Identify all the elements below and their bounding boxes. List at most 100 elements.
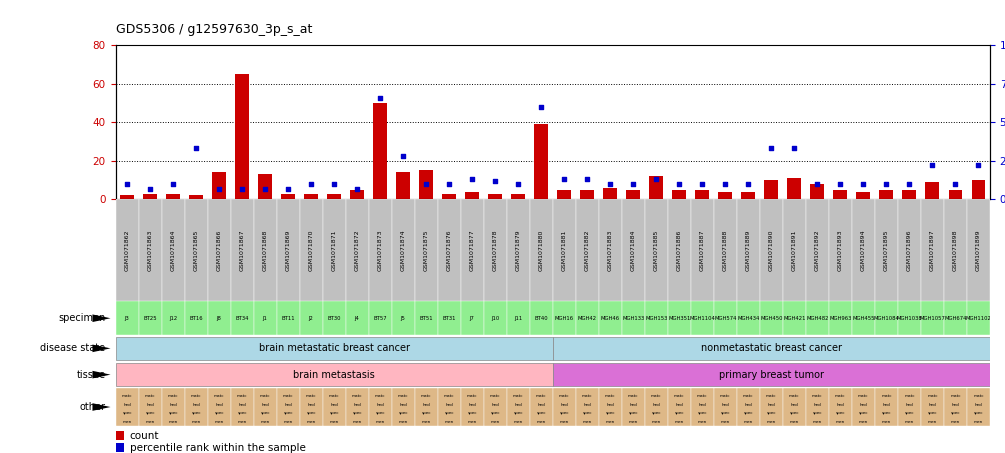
Text: spec: spec (813, 411, 822, 415)
Text: men: men (767, 419, 776, 424)
Text: matc: matc (674, 394, 684, 398)
Text: matc: matc (720, 394, 731, 398)
Bar (208, 301, 230, 335)
Text: GSM1071865: GSM1071865 (194, 230, 199, 271)
Text: count: count (130, 430, 159, 440)
Bar (667, 301, 690, 335)
Bar (967, 388, 990, 426)
Bar (829, 388, 852, 426)
Text: men: men (490, 419, 499, 424)
Text: MGH482: MGH482 (806, 316, 828, 321)
Text: men: men (790, 419, 799, 424)
Text: hed: hed (629, 403, 637, 407)
Bar (856, 192, 870, 199)
Text: matc: matc (697, 394, 708, 398)
Text: spec: spec (560, 411, 569, 415)
Text: GSM1071880: GSM1071880 (539, 230, 544, 271)
Text: J10: J10 (491, 316, 499, 321)
Bar (276, 301, 299, 335)
Text: BT31: BT31 (442, 316, 456, 321)
Bar (667, 199, 690, 301)
Text: hed: hed (538, 403, 545, 407)
Bar (737, 388, 760, 426)
Point (718, 180, 734, 188)
Text: GSM1071862: GSM1071862 (125, 230, 130, 271)
Bar (967, 301, 990, 335)
Text: MGH1038: MGH1038 (896, 316, 923, 321)
Text: GSM1071890: GSM1071890 (769, 230, 774, 271)
Text: hed: hed (791, 403, 798, 407)
Bar (783, 388, 806, 426)
Point (142, 185, 158, 192)
Text: spec: spec (628, 411, 638, 415)
Text: GSM1071897: GSM1071897 (930, 230, 935, 271)
Text: matc: matc (375, 394, 386, 398)
Text: spec: spec (928, 411, 937, 415)
Text: brain metastatic breast cancer: brain metastatic breast cancer (258, 343, 410, 353)
Bar (396, 172, 410, 199)
Text: hed: hed (422, 403, 430, 407)
Polygon shape (92, 345, 111, 352)
Bar (189, 196, 203, 199)
Bar (783, 301, 806, 335)
Text: specimen: specimen (58, 313, 106, 323)
Bar (438, 199, 460, 301)
Text: GSM1071891: GSM1071891 (792, 230, 797, 271)
Bar (944, 301, 967, 335)
Point (188, 145, 204, 152)
Text: spec: spec (490, 411, 499, 415)
Point (487, 177, 504, 184)
Point (764, 145, 780, 152)
Point (741, 180, 757, 188)
Bar (806, 301, 829, 335)
Text: hed: hed (124, 403, 131, 407)
Point (855, 180, 871, 188)
Bar (714, 199, 737, 301)
Text: GDS5306 / g12597630_3p_s_at: GDS5306 / g12597630_3p_s_at (116, 23, 312, 36)
Bar (121, 196, 134, 199)
Text: men: men (421, 419, 431, 424)
Text: MGH42: MGH42 (578, 316, 597, 321)
Text: matc: matc (559, 394, 570, 398)
Text: hed: hed (468, 403, 476, 407)
Point (534, 103, 550, 111)
Polygon shape (92, 314, 111, 322)
Bar (622, 301, 645, 335)
Text: hed: hed (354, 403, 361, 407)
Text: hed: hed (308, 403, 315, 407)
Bar (212, 172, 226, 199)
Text: spec: spec (835, 411, 845, 415)
Text: MGH1104: MGH1104 (689, 316, 716, 321)
Text: men: men (858, 419, 868, 424)
Bar (116, 431, 125, 440)
Bar (139, 388, 162, 426)
Bar (530, 388, 553, 426)
Text: men: men (353, 419, 362, 424)
Bar (806, 388, 829, 426)
Text: J3: J3 (125, 316, 130, 321)
Text: men: men (260, 419, 269, 424)
Text: primary breast tumor: primary breast tumor (719, 370, 824, 380)
Text: spec: spec (514, 411, 523, 415)
Bar (833, 190, 847, 199)
Text: GSM1071883: GSM1071883 (608, 230, 613, 271)
Text: J5: J5 (401, 316, 406, 321)
Text: men: men (651, 419, 661, 424)
Text: spec: spec (283, 411, 292, 415)
Bar (460, 301, 483, 335)
Point (878, 180, 894, 188)
Bar (139, 301, 162, 335)
Text: hed: hed (882, 403, 890, 407)
Bar (852, 301, 875, 335)
Bar (852, 388, 875, 426)
Text: MGH1102: MGH1102 (966, 316, 991, 321)
Text: MGH455: MGH455 (852, 316, 874, 321)
Bar (875, 301, 897, 335)
Text: spec: spec (767, 411, 776, 415)
Bar (788, 178, 801, 199)
Bar (483, 301, 507, 335)
Text: GSM1071877: GSM1071877 (469, 230, 474, 271)
Bar (760, 388, 783, 426)
Bar (622, 199, 645, 301)
Text: hed: hed (561, 403, 568, 407)
